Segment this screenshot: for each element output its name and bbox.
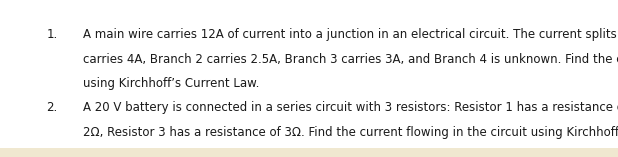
Text: using Kirchhoff’s Current Law.: using Kirchhoff’s Current Law. — [83, 77, 260, 90]
Text: 1.: 1. — [46, 28, 57, 41]
Text: A main wire carries 12A of current into a junction in an electrical circuit. The: A main wire carries 12A of current into … — [83, 28, 618, 41]
Text: carries 4A, Branch 2 carries 2.5A, Branch 3 carries 3A, and Branch 4 is unknown.: carries 4A, Branch 2 carries 2.5A, Branc… — [83, 53, 618, 66]
Text: 2Ω, Resistor 3 has a resistance of 3Ω. Find the current flowing in the circuit u: 2Ω, Resistor 3 has a resistance of 3Ω. F… — [83, 126, 618, 139]
Text: 2.: 2. — [46, 101, 57, 114]
Text: A 20 V battery is connected in a series circuit with 3 resistors: Resistor 1 has: A 20 V battery is connected in a series … — [83, 101, 618, 114]
